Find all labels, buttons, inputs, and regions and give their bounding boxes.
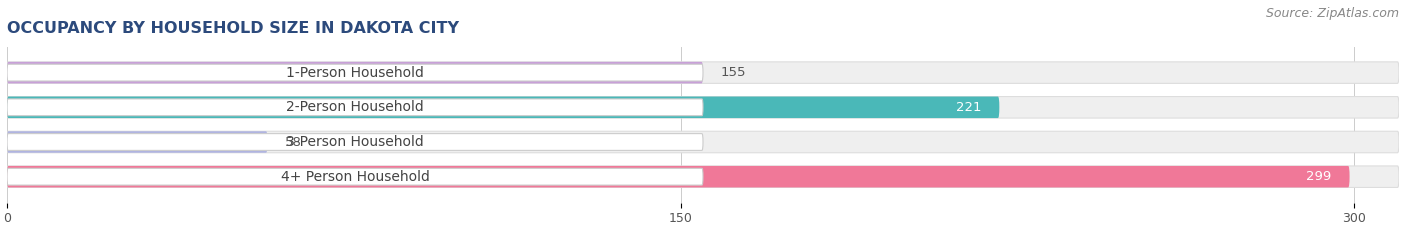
FancyBboxPatch shape <box>7 166 1350 187</box>
Text: OCCUPANCY BY HOUSEHOLD SIZE IN DAKOTA CITY: OCCUPANCY BY HOUSEHOLD SIZE IN DAKOTA CI… <box>7 21 458 36</box>
FancyBboxPatch shape <box>7 166 1399 187</box>
FancyBboxPatch shape <box>7 96 1000 118</box>
Text: 299: 299 <box>1306 170 1331 183</box>
FancyBboxPatch shape <box>7 62 1399 83</box>
FancyBboxPatch shape <box>7 168 703 185</box>
Text: Source: ZipAtlas.com: Source: ZipAtlas.com <box>1265 7 1399 20</box>
FancyBboxPatch shape <box>7 99 703 116</box>
FancyBboxPatch shape <box>7 96 1399 118</box>
Text: 221: 221 <box>956 101 981 114</box>
FancyBboxPatch shape <box>7 64 703 81</box>
Text: 3-Person Household: 3-Person Household <box>287 135 423 149</box>
FancyBboxPatch shape <box>7 131 1399 153</box>
Text: 155: 155 <box>721 66 747 79</box>
Text: 1-Person Household: 1-Person Household <box>285 66 425 80</box>
FancyBboxPatch shape <box>7 62 703 83</box>
FancyBboxPatch shape <box>7 131 267 153</box>
Text: 2-Person Household: 2-Person Household <box>287 100 423 114</box>
FancyBboxPatch shape <box>7 134 703 150</box>
Text: 4+ Person Household: 4+ Person Household <box>281 170 429 184</box>
Text: 58: 58 <box>285 136 302 148</box>
